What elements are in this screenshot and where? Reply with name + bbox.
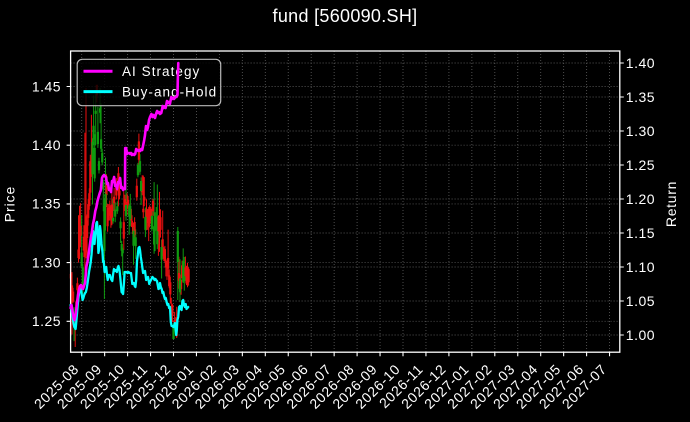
svg-text:1.15: 1.15 <box>626 225 655 241</box>
svg-text:Return: Return <box>663 181 679 227</box>
svg-text:1.30: 1.30 <box>32 254 61 270</box>
svg-text:1.35: 1.35 <box>32 196 61 212</box>
svg-text:1.05: 1.05 <box>626 293 655 309</box>
svg-text:1.40: 1.40 <box>32 137 61 153</box>
svg-text:1.10: 1.10 <box>626 259 655 275</box>
svg-text:1.40: 1.40 <box>626 55 655 71</box>
svg-text:1.20: 1.20 <box>626 191 655 207</box>
svg-text:fund [560090.SH]: fund [560090.SH] <box>273 6 418 26</box>
svg-text:1.25: 1.25 <box>626 157 655 173</box>
svg-text:1.45: 1.45 <box>32 78 61 94</box>
svg-text:Buy-and-Hold: Buy-and-Hold <box>122 85 217 100</box>
svg-text:Price: Price <box>2 186 18 222</box>
svg-text:AI Strategy: AI Strategy <box>122 64 200 79</box>
svg-text:1.30: 1.30 <box>626 123 655 139</box>
svg-text:1.00: 1.00 <box>626 327 655 343</box>
svg-text:1.25: 1.25 <box>32 313 61 329</box>
svg-text:1.35: 1.35 <box>626 89 655 105</box>
